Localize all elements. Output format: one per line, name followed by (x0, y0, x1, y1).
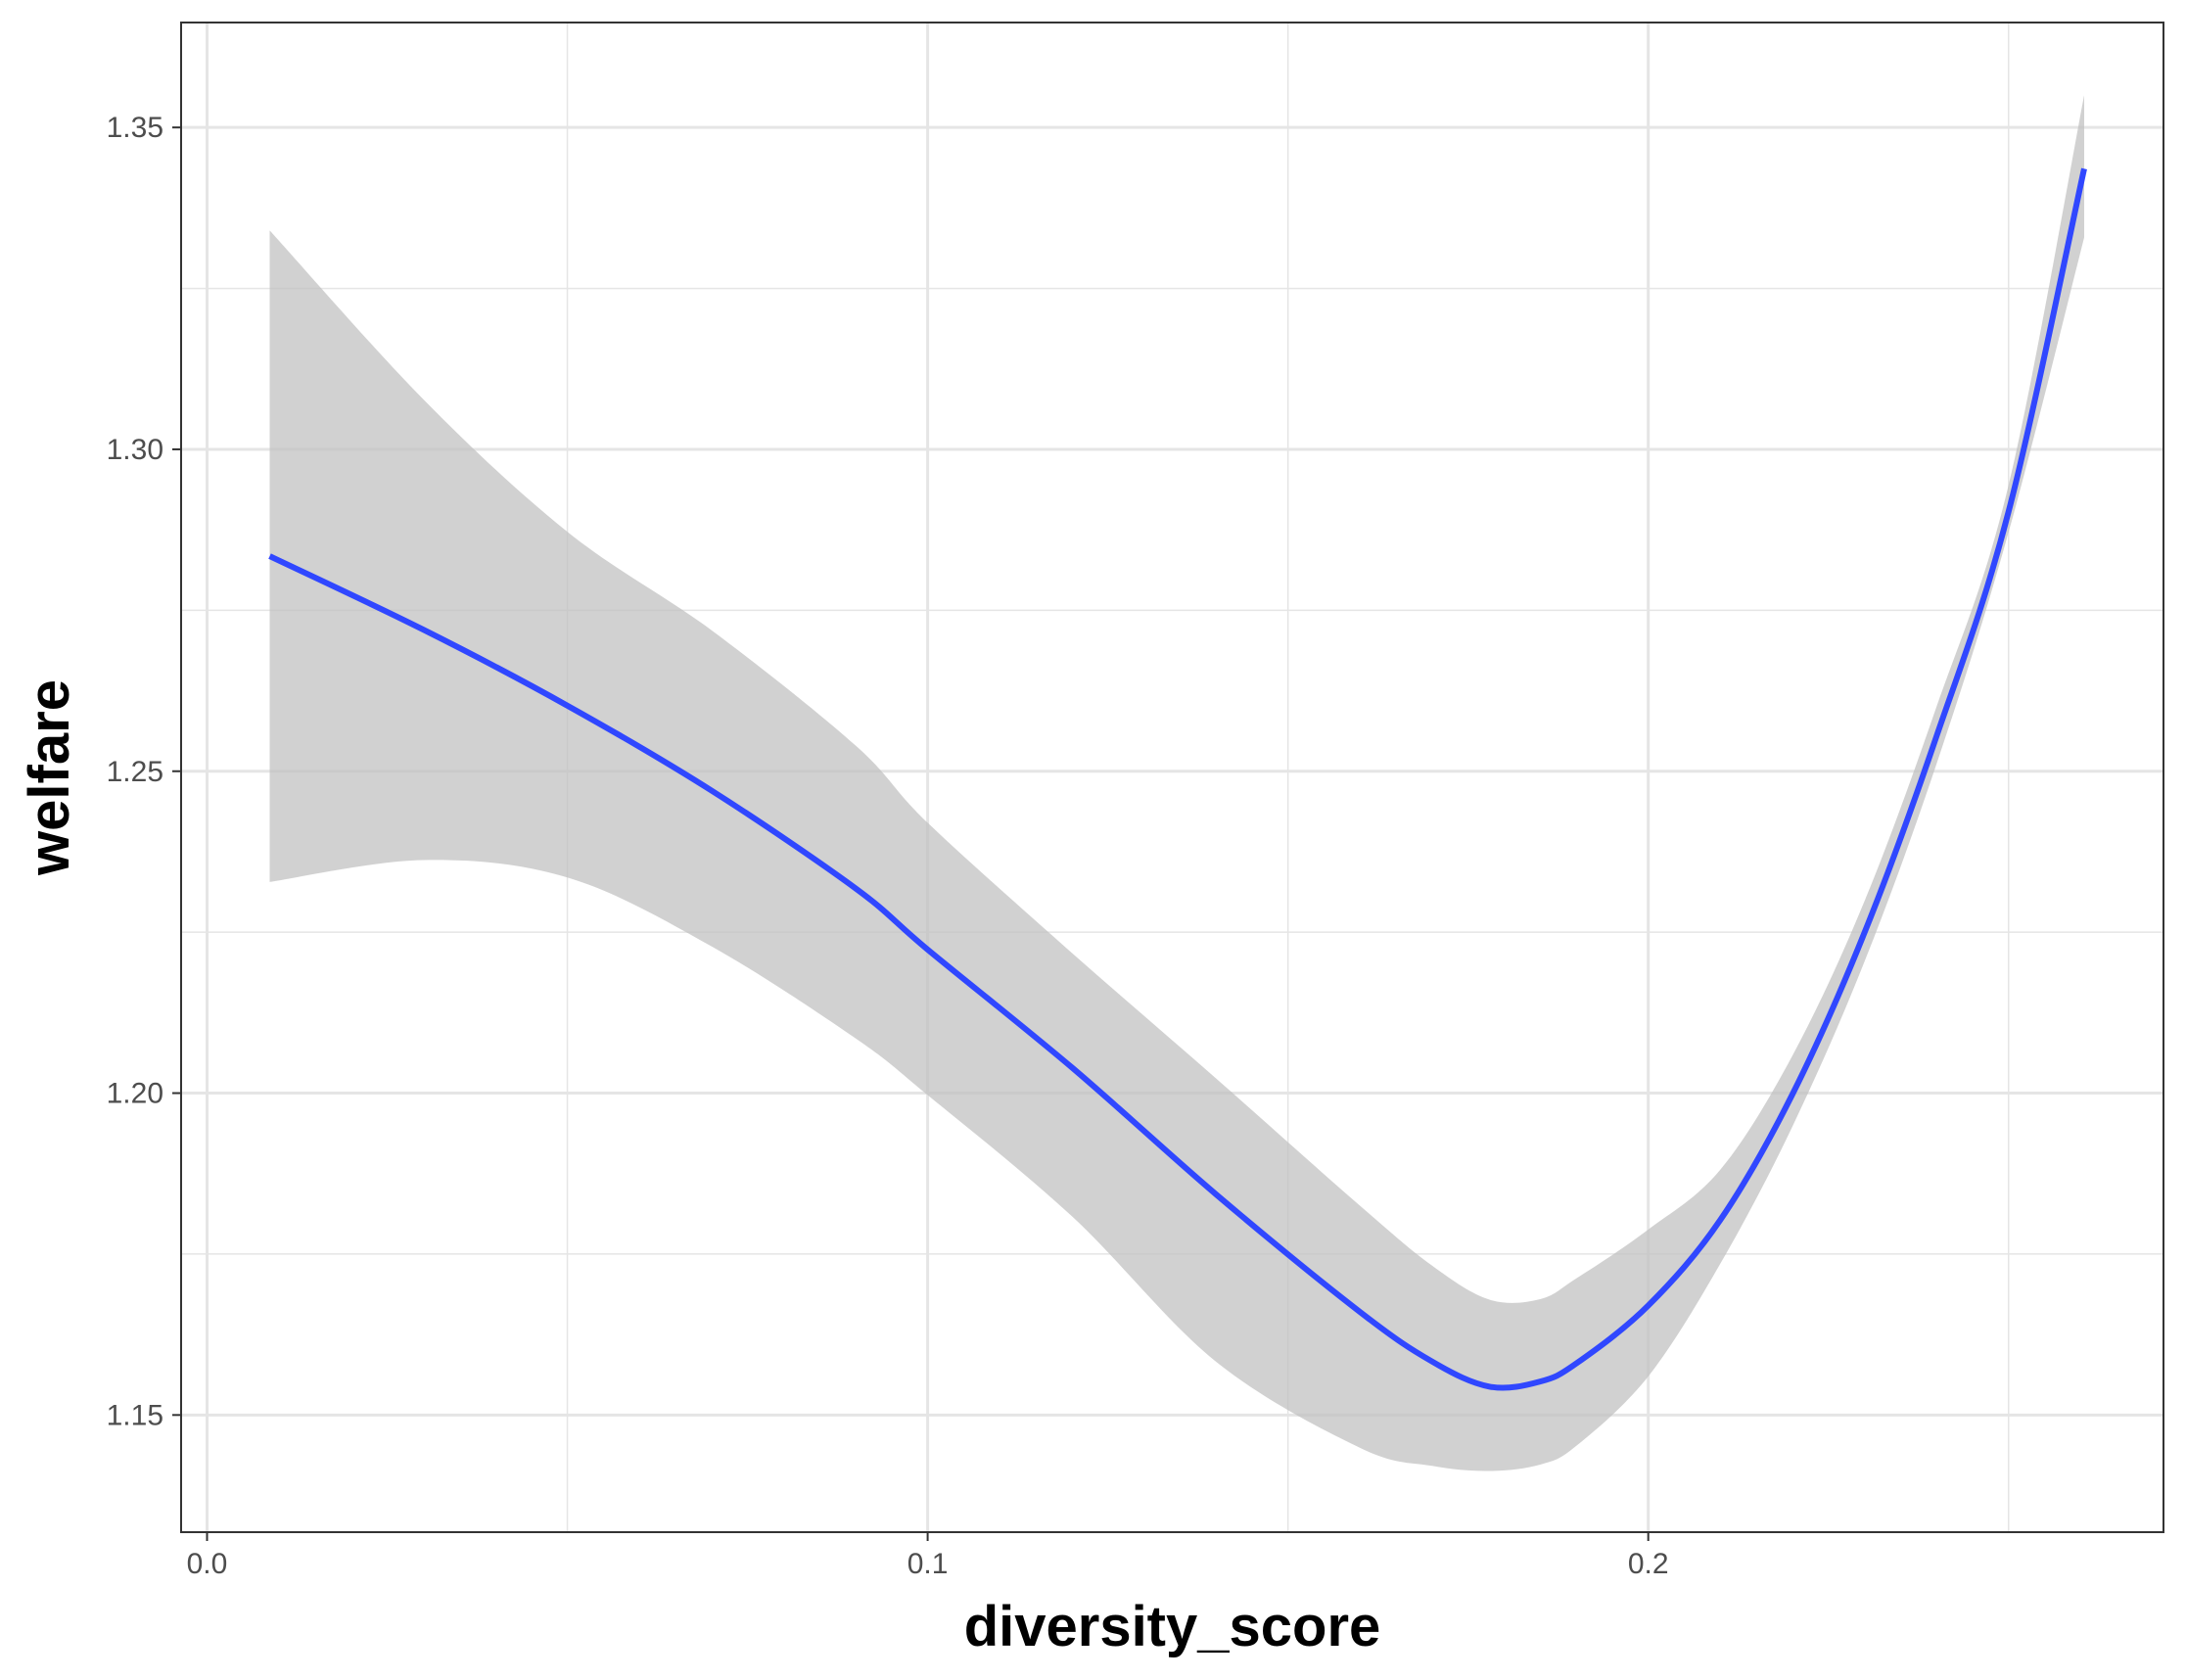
y-tick-label: 1.25 (107, 756, 163, 788)
y-tick-label: 1.15 (107, 1399, 163, 1431)
x-axis-title: diversity_score (964, 1595, 1381, 1658)
y-tick-label: 1.35 (107, 112, 163, 144)
confidence-ribbon (269, 95, 2084, 1471)
x-tick-label: 0.2 (1628, 1548, 1669, 1580)
y-axis-title: welfare (18, 679, 81, 876)
x-axis-ticks: 0.0 0.1 0.2 (187, 1532, 1669, 1580)
y-tick-label: 1.30 (107, 434, 163, 466)
y-tick-label: 1.20 (107, 1078, 163, 1110)
x-tick-label: 0.1 (907, 1548, 949, 1580)
x-tick-label: 0.0 (187, 1548, 228, 1580)
y-axis-ticks: 1.15 1.20 1.25 1.30 1.35 (107, 112, 181, 1431)
panel-border (180, 22, 2164, 1533)
smooth-line (268, 167, 2087, 1391)
